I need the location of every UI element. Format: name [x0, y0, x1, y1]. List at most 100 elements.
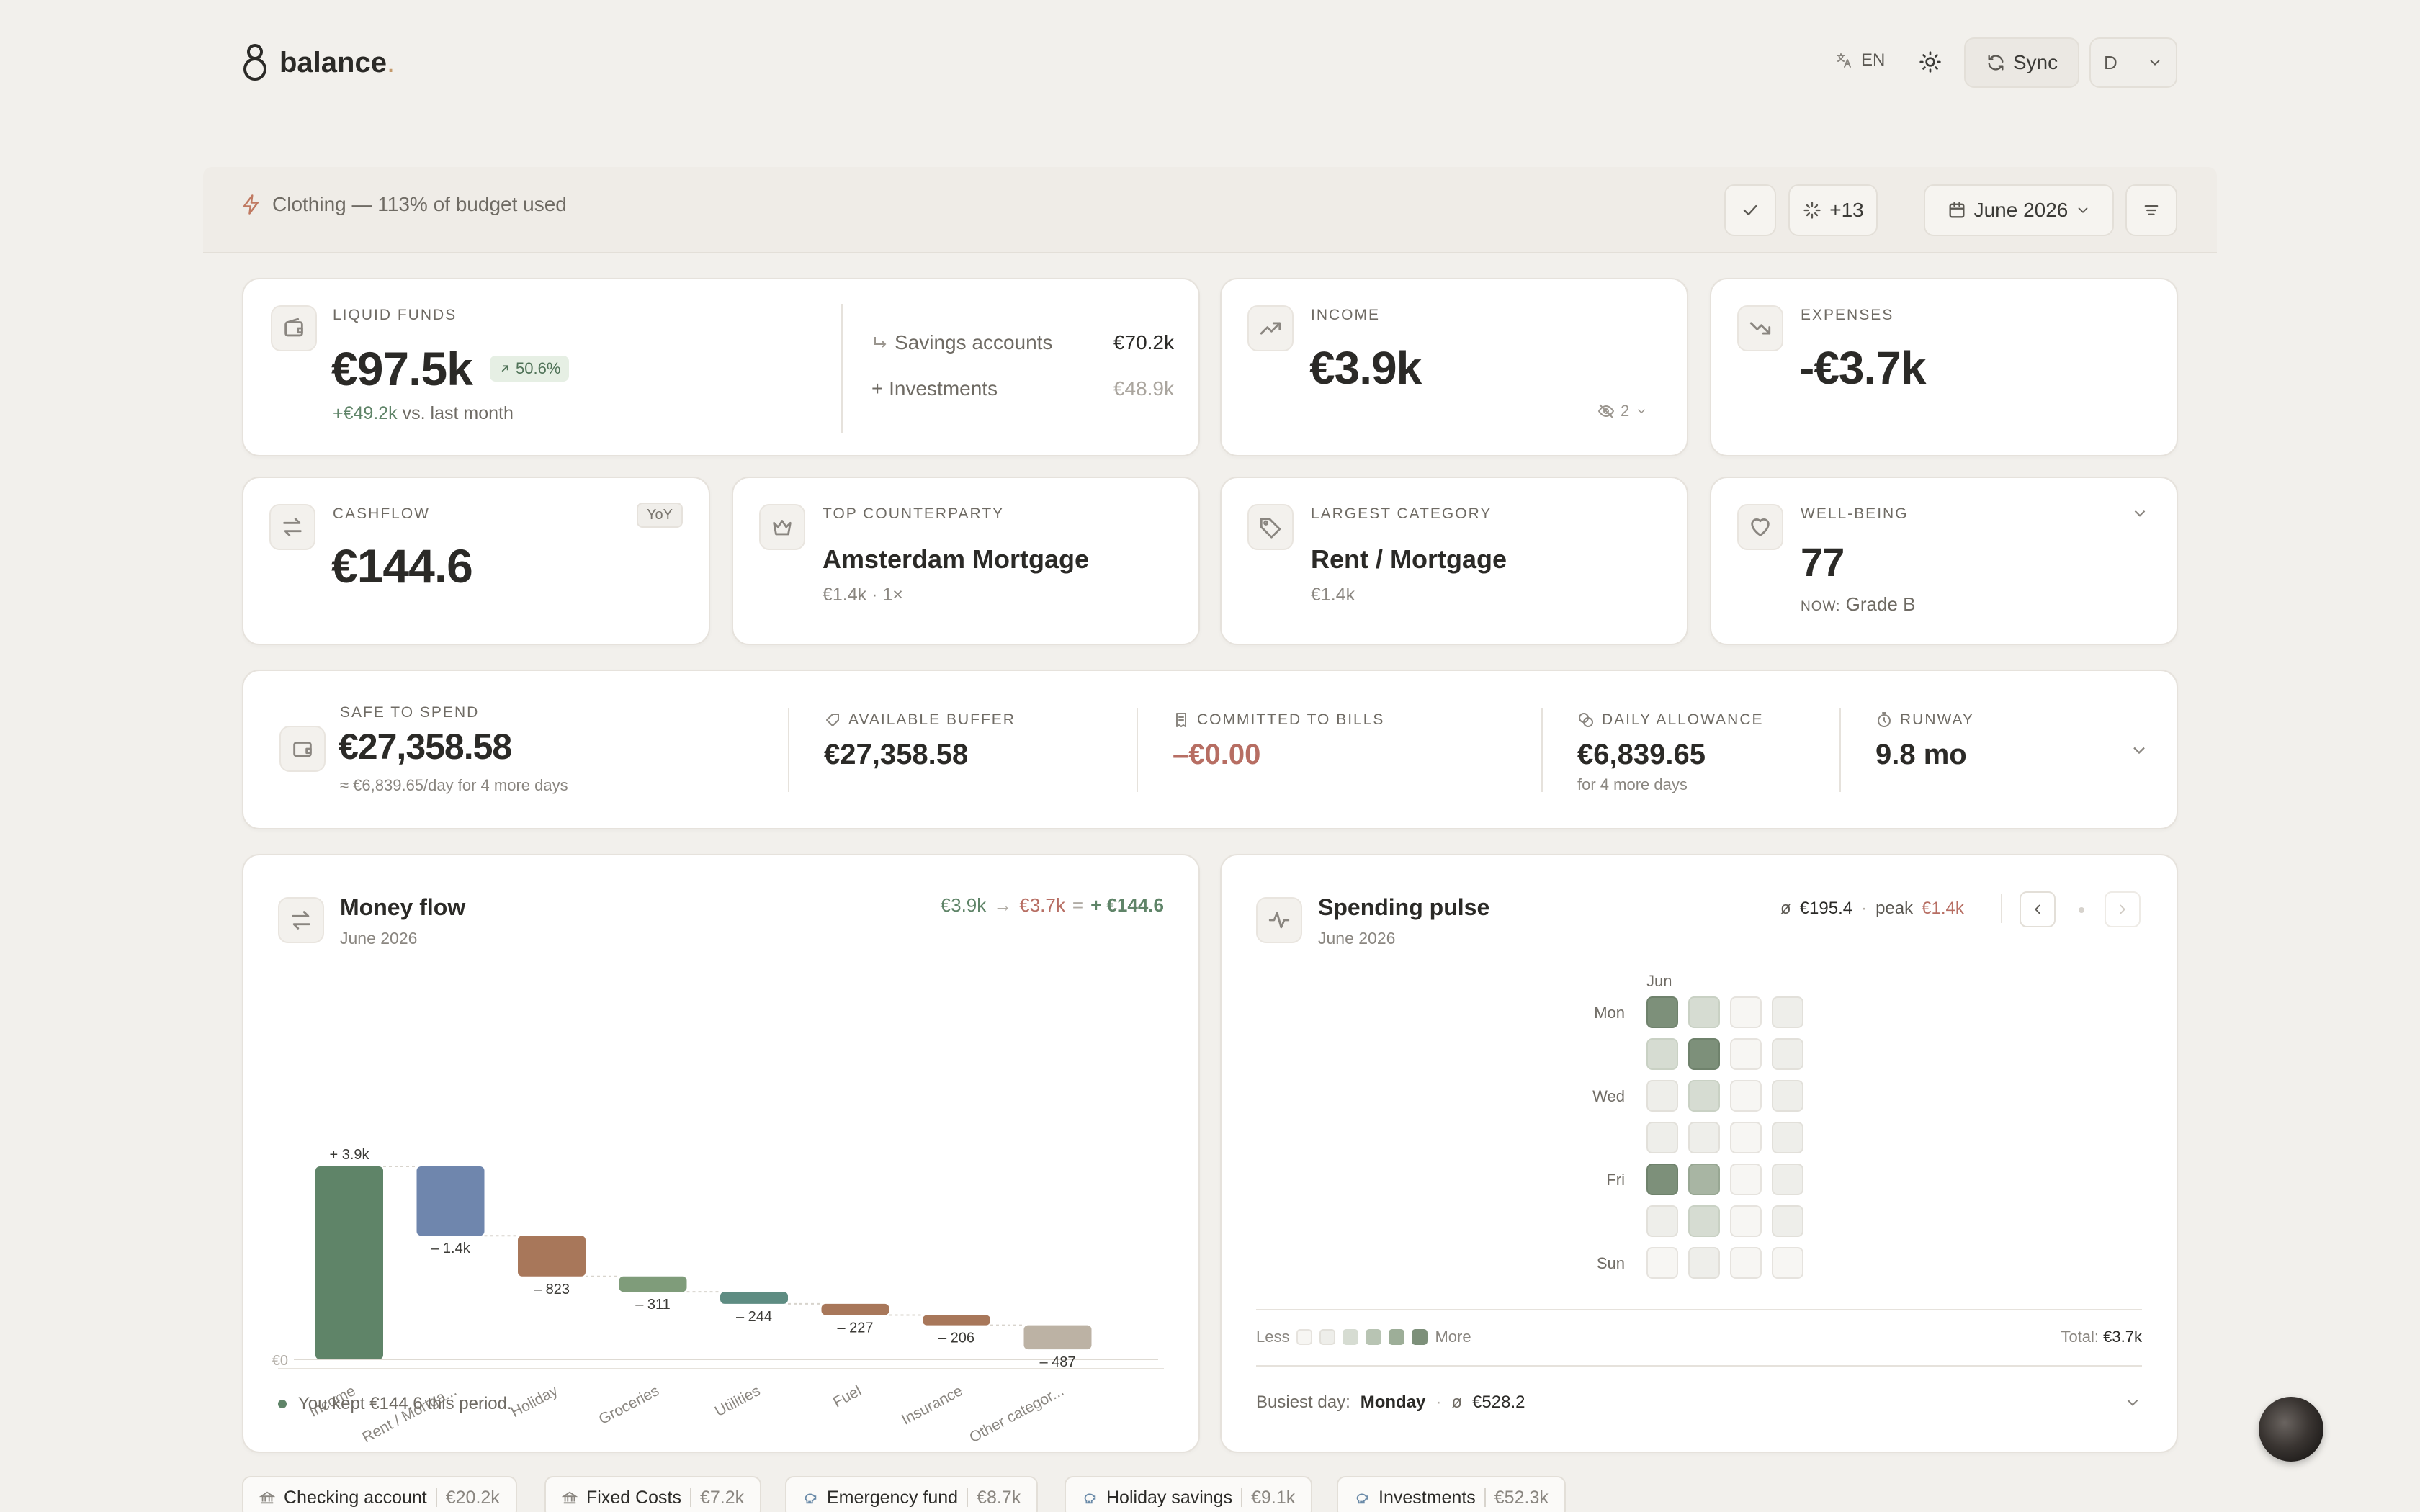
- heatmap-cell[interactable]: [1646, 1164, 1678, 1195]
- summary-arrow: →: [993, 894, 1013, 916]
- runway-label: Runway: [1900, 711, 1974, 728]
- liquid-funds-card[interactable]: Liquid Funds €97.5k 50.6% +€49.2k vs. la…: [242, 278, 1200, 456]
- account-name: Fixed Costs: [586, 1487, 681, 1508]
- top-counterparty-card[interactable]: Top Counterparty Amsterdam Mortgage €1.4…: [732, 477, 1200, 645]
- hidden-transactions-toggle[interactable]: 2: [1597, 402, 1648, 420]
- heatmap-cell[interactable]: [1730, 1164, 1762, 1195]
- assistant-orb-button[interactable]: [2259, 1397, 2323, 1462]
- account-chip-fixed-costs[interactable]: Fixed Costs €7.2k: [544, 1476, 762, 1512]
- expenses-card[interactable]: Expenses -€3.7k: [1710, 278, 2178, 456]
- bar-value-label: – 227: [837, 1320, 873, 1336]
- wellbeing-card[interactable]: Well-being 77 NOW: Grade B: [1710, 477, 2178, 645]
- chevron-down-icon[interactable]: [2129, 740, 2149, 760]
- account-chip-holiday[interactable]: Holiday savings €9.1k: [1065, 1476, 1313, 1512]
- chevron-down-icon: [2127, 1399, 2138, 1406]
- heatmap-cell[interactable]: [1730, 1205, 1762, 1237]
- heatmap-cell[interactable]: [1772, 1038, 1803, 1070]
- wellbeing-label: Well-being: [1801, 505, 1909, 522]
- heatmap-cell[interactable]: [1646, 1038, 1678, 1070]
- prev-month-button[interactable]: [2020, 891, 2056, 927]
- language-switch[interactable]: EN: [1835, 50, 1885, 71]
- heatmap-cell[interactable]: [1646, 1205, 1678, 1237]
- acknowledge-button[interactable]: [1724, 184, 1776, 236]
- trending-up-icon-box: [1247, 305, 1294, 351]
- heatmap-cell[interactable]: [1688, 1164, 1720, 1195]
- footer-text: You kept €144.6 this period.: [298, 1394, 512, 1413]
- sync-button[interactable]: Sync: [1964, 37, 2079, 88]
- corner-arrow-icon: [874, 337, 887, 348]
- bar-value-label: + 3.9k: [329, 1147, 369, 1163]
- pulse-total: Total: €3.7k: [2061, 1328, 2142, 1346]
- divider: [1839, 708, 1841, 792]
- heatmap-cell[interactable]: [1688, 1080, 1720, 1112]
- coins-icon: [1579, 713, 1593, 727]
- runway-value: 9.8 mo: [1876, 739, 1967, 770]
- heatmap-cell[interactable]: [1646, 996, 1678, 1028]
- heatmap-cell[interactable]: [1688, 1122, 1720, 1153]
- next-month-button[interactable]: [2105, 891, 2141, 927]
- heatmap-cell[interactable]: [1730, 1247, 1762, 1279]
- heatmap-cell[interactable]: [1730, 1122, 1762, 1153]
- money-flow-title: Money flow: [340, 894, 466, 920]
- heatmap-cell[interactable]: [1772, 996, 1803, 1028]
- heart-icon: [1751, 518, 1770, 536]
- heatmap-cell[interactable]: [1730, 1038, 1762, 1070]
- heatmap-cell[interactable]: [1688, 996, 1720, 1028]
- largest-category-card[interactable]: Largest Category Rent / Mortgage €1.4k: [1220, 477, 1688, 645]
- heatmap-cell[interactable]: [1646, 1080, 1678, 1112]
- counterparty-detail: €1.4k · 1×: [823, 585, 903, 605]
- busiest-day-row[interactable]: Busiest day: Monday · ø €528.2: [1256, 1392, 2142, 1413]
- chevron-down-icon: [1638, 409, 1646, 414]
- theme-toggle[interactable]: [1916, 48, 1945, 76]
- pulse-stats: ø €195.4 · peak €1.4k: [1780, 899, 1964, 918]
- insights-button[interactable]: +13: [1788, 184, 1878, 236]
- waterfall-bar: [619, 1276, 687, 1292]
- buffer-label: Available Buffer: [848, 711, 1016, 728]
- piggy-bank-icon: [1084, 1493, 1096, 1504]
- heatmap-cell[interactable]: [1688, 1205, 1720, 1237]
- heatmap-cell[interactable]: [1688, 1038, 1720, 1070]
- heatmap-cell[interactable]: [1772, 1080, 1803, 1112]
- account-value: €52.3k: [1494, 1487, 1549, 1508]
- heatmap-cell[interactable]: [1730, 1080, 1762, 1112]
- cashflow-value: €144.6: [331, 539, 473, 593]
- heatmap-cell[interactable]: [1772, 1247, 1803, 1279]
- language-label: EN: [1861, 50, 1886, 70]
- safe-to-spend-card[interactable]: Safe to spend €27,358.58 ≈ €6,839.65/day…: [242, 670, 2178, 829]
- chevron-down-icon: [2078, 207, 2088, 213]
- income-card[interactable]: Income €3.9k 2: [1220, 278, 1688, 456]
- heatmap-cell[interactable]: [1688, 1247, 1720, 1279]
- swap-arrows-icon: [283, 518, 302, 536]
- savings-value: €70.2k: [1113, 331, 1174, 354]
- app-logo[interactable]: balance.: [241, 42, 395, 84]
- account-chip-emergency[interactable]: Emergency fund €8.7k: [785, 1476, 1039, 1512]
- user-menu[interactable]: D: [2089, 37, 2177, 88]
- cashflow-card[interactable]: Cashflow YoY €144.6: [242, 477, 710, 645]
- account-chip-checking[interactable]: Checking account €20.2k: [242, 1476, 517, 1512]
- yoy-toggle[interactable]: YoY: [637, 503, 683, 528]
- insights-count: +13: [1829, 199, 1864, 221]
- heatmap-cell[interactable]: [1772, 1122, 1803, 1153]
- crown-icon: [773, 520, 792, 536]
- sun-icon: [1919, 51, 1941, 73]
- legend-less: Less: [1256, 1328, 1290, 1346]
- waterfall-bar: [416, 1166, 485, 1236]
- heatmap-cell[interactable]: [1646, 1247, 1678, 1279]
- summary-income: €3.9k: [940, 894, 987, 916]
- category-name: Rent / Mortgage: [1311, 544, 1507, 574]
- budget-alert[interactable]: Clothing — 113% of budget used: [241, 193, 567, 216]
- chevron-down-icon: [2150, 60, 2160, 66]
- money-flow-footer: You kept €144.6 this period.: [278, 1394, 512, 1414]
- tag-icon: [1260, 518, 1281, 539]
- heatmap-cell[interactable]: [1730, 996, 1762, 1028]
- heatmap-cell[interactable]: [1772, 1164, 1803, 1195]
- allowance-label: Daily Allowance: [1602, 711, 1764, 728]
- account-chip-investments[interactable]: Investments €52.3k: [1337, 1476, 1566, 1512]
- filter-button[interactable]: [2125, 184, 2177, 236]
- heatmap-cell[interactable]: [1772, 1205, 1803, 1237]
- timer-icon: [1878, 712, 1891, 727]
- heatmap-cell[interactable]: [1646, 1122, 1678, 1153]
- period-picker[interactable]: June 2026: [1924, 184, 2114, 236]
- chevron-down-icon[interactable]: [2130, 504, 2149, 523]
- bills-metric: Committed to Bills –€0.00: [1173, 711, 1384, 771]
